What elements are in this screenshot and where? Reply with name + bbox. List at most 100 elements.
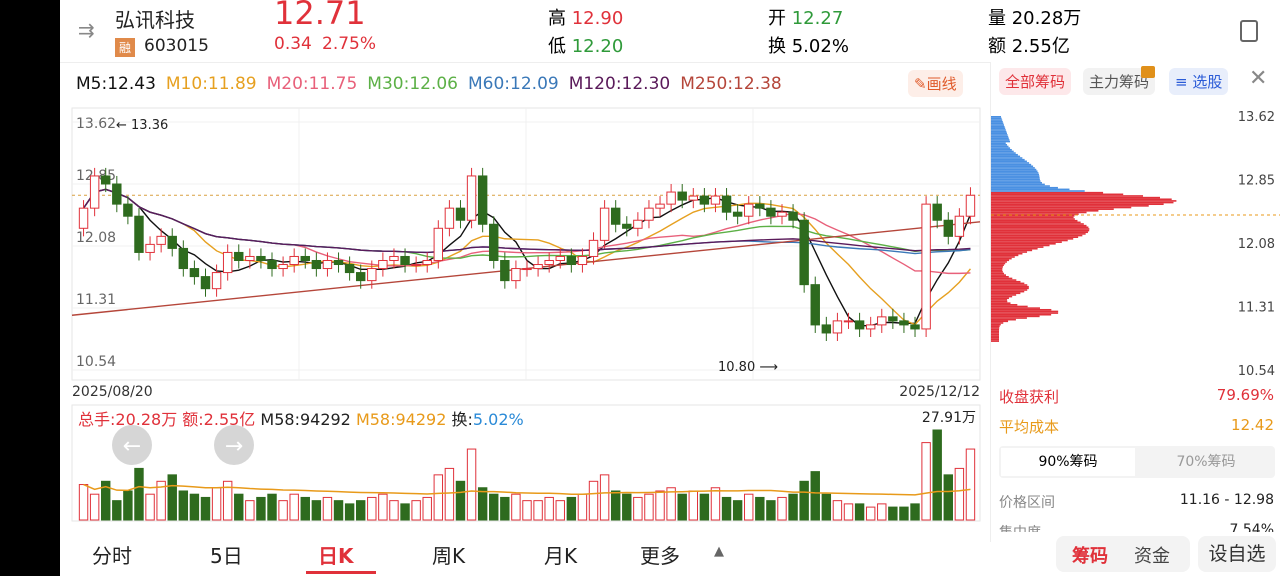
tab-daily-k[interactable]: 日K [318, 544, 354, 568]
chip-bar [991, 287, 1029, 290]
next-arrow-icon[interactable] [214, 425, 254, 465]
seg-90[interactable]: 90%筹码 [1001, 448, 1135, 476]
chip-bar [991, 193, 1124, 196]
candle-body [544, 259, 554, 266]
volume-bar [156, 480, 166, 521]
candle-body [178, 247, 189, 270]
chip-bar [991, 327, 1000, 329]
candle-body [965, 194, 976, 217]
volume-bar [965, 448, 976, 521]
seg-70[interactable]: 70%筹码 [1176, 454, 1236, 470]
volume-bar [854, 503, 865, 521]
volume-bar [622, 493, 632, 521]
candle-body [378, 259, 388, 270]
chip-bar [991, 280, 1021, 283]
chip-bar [991, 195, 1144, 197]
tab-main-chips[interactable]: 主力筹码 [1083, 68, 1156, 95]
chip-y-tick: 10.54 [1238, 364, 1275, 379]
chip-y-tick: 11.31 [1238, 301, 1275, 316]
candle-body [311, 259, 322, 270]
add-watchlist-button[interactable]: 设自选 [1198, 536, 1276, 572]
candle-body [932, 203, 942, 221]
tab-more[interactable]: 更多 [640, 544, 680, 568]
ma-legend-item: M120:12.30 [568, 74, 671, 94]
volume-bar [744, 493, 754, 521]
tab-intraday[interactable]: 分时 [92, 544, 132, 568]
chip-bar [991, 285, 1029, 288]
candle-body [710, 195, 721, 205]
close-icon[interactable]: ✕ [1249, 66, 1268, 91]
chip-bar [991, 234, 1083, 237]
chip-bar [991, 160, 1027, 163]
tab-monthly-k[interactable]: 月K [544, 544, 578, 568]
candle-body [610, 207, 621, 225]
chip-bar [991, 120, 1003, 123]
candle-body [699, 195, 710, 205]
chip-bar [991, 251, 1028, 253]
chips-button[interactable]: 筹码 [1072, 546, 1108, 567]
chip-bar [991, 178, 1040, 181]
avg-cost-label: 平均成本 [999, 418, 1060, 436]
tab-5day[interactable]: 5日 [210, 544, 243, 568]
tab-all-chips[interactable]: 全部筹码 [999, 68, 1072, 95]
chip-bar [991, 122, 1004, 125]
chip-bar [991, 153, 1018, 156]
candle-body [400, 255, 410, 266]
candle-body [832, 320, 843, 334]
chip-bar [991, 340, 999, 342]
volume-bar [533, 500, 543, 521]
candle-body [422, 259, 432, 266]
chip-bar [991, 198, 1172, 201]
volume-bar [466, 448, 477, 521]
chip-bar [991, 145, 1009, 148]
candle-body [211, 272, 222, 290]
chip-bar [991, 247, 1038, 250]
candle-body [500, 259, 510, 282]
chip-bar [991, 200, 1177, 202]
candle-body [688, 195, 699, 201]
avg-cost-value: 12.42 [1231, 416, 1274, 434]
chip-bar [991, 157, 1023, 159]
volume-bar [500, 496, 510, 521]
draw-line-button[interactable]: ✎画线 [908, 70, 963, 97]
volume-value: 20.28万 [1011, 8, 1082, 29]
chip-bar [991, 261, 1007, 263]
y-tick-label: 11.31 [76, 292, 116, 308]
low-label: 低 [548, 36, 566, 57]
prev-arrow-icon[interactable] [112, 425, 152, 465]
chip-bar [991, 165, 1034, 168]
candle-body [156, 235, 166, 245]
stock-picker-button[interactable]: ≡ 选股 [1169, 68, 1229, 95]
landscape-icon[interactable] [1240, 20, 1258, 42]
candle-body [256, 255, 266, 261]
candle-body [245, 255, 255, 261]
tab-weekly-k[interactable]: 周K [432, 544, 466, 568]
candle-body [799, 219, 809, 286]
candle-body [677, 191, 687, 201]
chip-bar [991, 299, 1008, 301]
funds-button[interactable]: 资金 [1134, 546, 1170, 567]
menu-icon[interactable]: ⇉ [78, 18, 95, 42]
volume-bar [910, 503, 920, 521]
candle-body [888, 316, 898, 322]
chip-bar [991, 259, 1010, 262]
volume-bar [943, 474, 953, 521]
volume-bar [278, 500, 288, 521]
candle-body [278, 264, 288, 270]
volume-bar [367, 496, 377, 521]
volume-bar [610, 490, 621, 521]
caret-up-icon[interactable]: ▲ [714, 544, 724, 559]
chip-bar [991, 190, 1085, 192]
candle-body [732, 211, 743, 217]
candle-body [755, 203, 765, 209]
y-tick-label: 12.08 [76, 230, 116, 246]
chip-bar [991, 269, 1003, 271]
chip-bar [991, 224, 1087, 227]
stock-name: 弘讯科技 [115, 8, 195, 32]
volume-bar [101, 480, 111, 521]
chip-bar [991, 335, 1000, 337]
concentration-label: 集中度 [999, 522, 1041, 532]
chip-bar [991, 175, 1040, 177]
volume-bar [843, 503, 854, 521]
